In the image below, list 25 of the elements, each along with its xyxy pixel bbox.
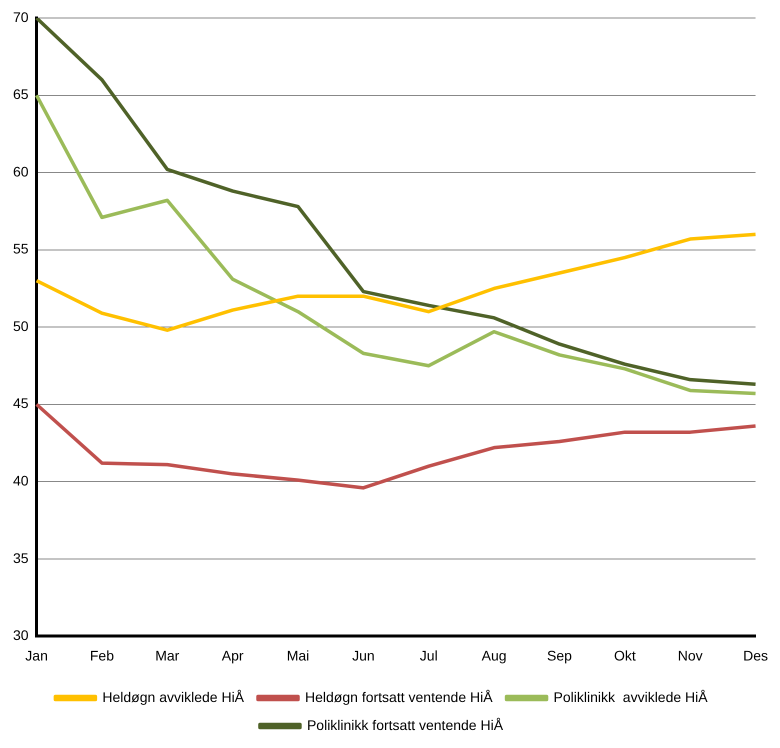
legend-label: Poliklinikk avviklede HiÅ (554, 688, 708, 705)
x-tick-label: Apr (222, 647, 244, 664)
x-tick-label: Okt (614, 647, 636, 664)
x-tick-label: Jun (352, 647, 375, 664)
x-tick-label: Mai (286, 647, 310, 664)
y-tick-label: 40 (12, 472, 29, 489)
x-tick-label: Des (743, 647, 768, 664)
x-tick-label: Nov (678, 647, 703, 664)
y-tick-label: 70 (12, 8, 29, 25)
x-tick-label: Feb (90, 647, 114, 664)
y-tick-label: 50 (12, 318, 29, 334)
x-tick-label: Aug (482, 647, 507, 664)
x-tick-label: Sep (547, 647, 572, 664)
y-tick-label: 35 (12, 550, 29, 566)
legend-label: Poliklinikk fortsatt ventende HiÅ (306, 716, 504, 733)
y-tick-label: 30 (12, 627, 29, 644)
y-tick-label: 45 (12, 395, 29, 412)
y-tick-label: 60 (12, 163, 29, 180)
y-tick-label: 65 (12, 86, 29, 102)
y-tick-label: 55 (12, 240, 29, 257)
x-tick-label: Mar (155, 647, 180, 664)
x-tick-label: Jan (25, 647, 48, 664)
x-tick-label: Jul (420, 647, 438, 664)
legend-label: Heldøgn avviklede HiÅ (102, 688, 245, 705)
legend-label: Heldøgn fortsatt ventende HiÅ (305, 688, 494, 705)
